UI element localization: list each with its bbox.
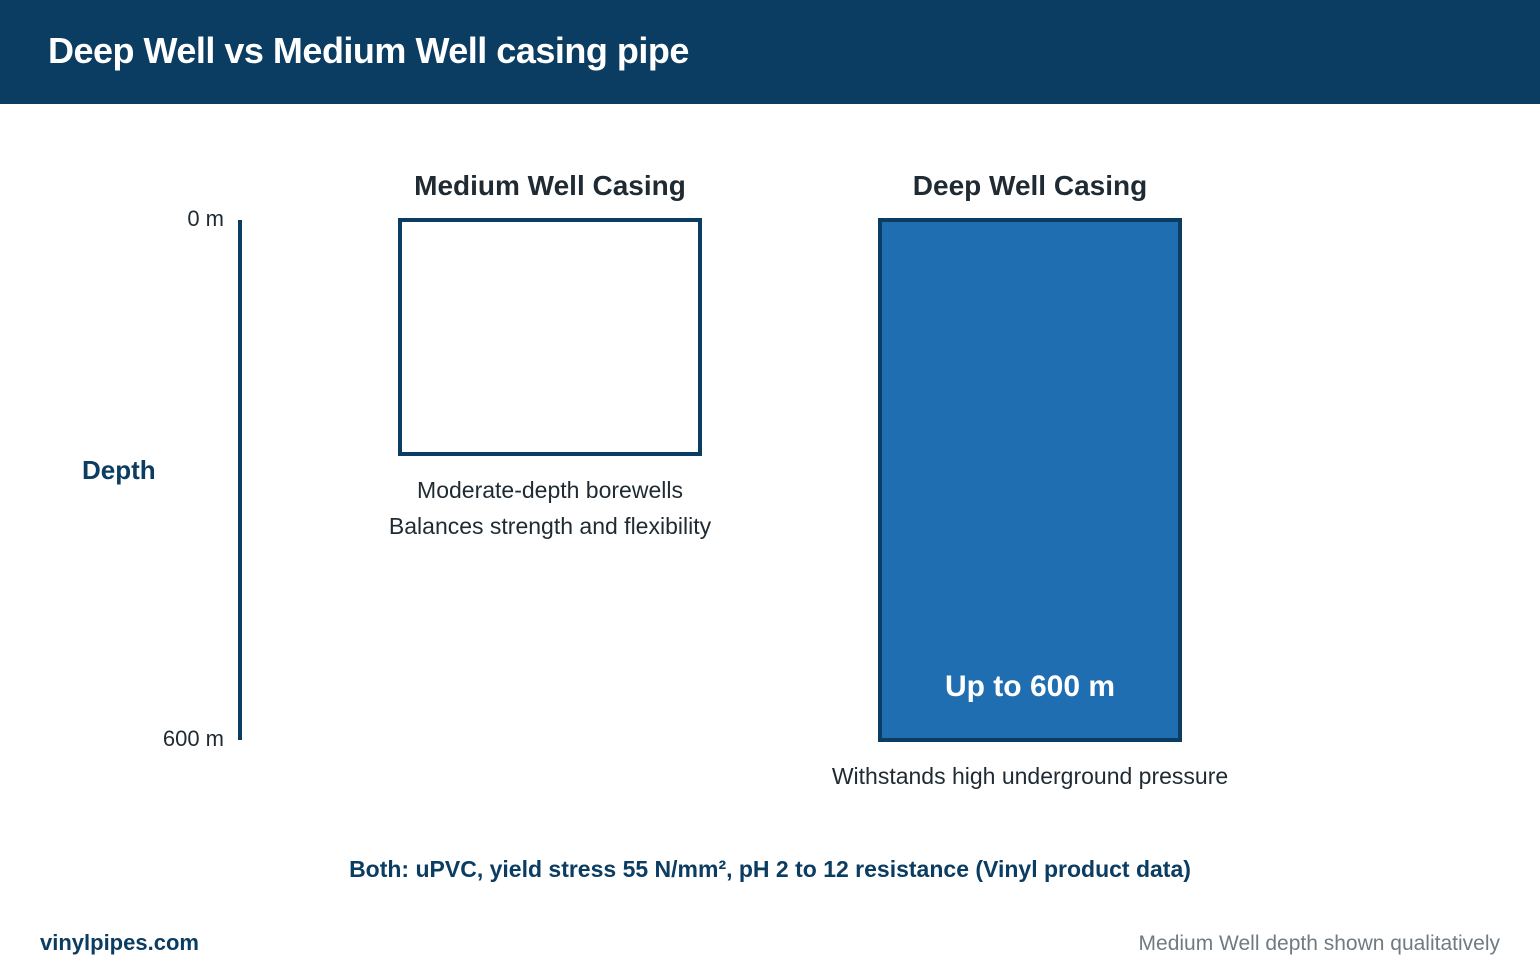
medium-desc-line-1: Moderate-depth borewells (417, 477, 683, 503)
depth-top-label: 0 m (187, 206, 224, 231)
medium-desc-line-2: Balances strength and flexibility (388, 513, 712, 539)
header-bar: Deep Well vs Medium Well casing pipe (0, 0, 1540, 104)
medium-casing-box (398, 218, 702, 456)
qualitative-note: Medium Well depth shown qualitatively (1138, 932, 1500, 955)
footnote: Both: uPVC, yield stress 55 N/mm², pH 2 … (349, 856, 1191, 882)
deep-casing-title: Deep Well Casing (912, 170, 1148, 201)
deep-casing-depth-label: Up to 600 m (944, 670, 1116, 703)
depth-axis-line (238, 220, 242, 740)
deep-casing-box (878, 218, 1182, 742)
depth-bottom-label: 600 m (162, 726, 224, 751)
deep-casing-description: Withstands high underground pressure (831, 763, 1229, 789)
depth-axis-title: Depth (82, 455, 156, 485)
brand-link[interactable]: vinylpipes.com (40, 930, 199, 955)
page-title: Deep Well vs Medium Well casing pipe (48, 30, 689, 71)
medium-casing-title: Medium Well Casing (414, 170, 686, 201)
medium-casing-description: Moderate-depth borewells Balances streng… (300, 472, 800, 544)
